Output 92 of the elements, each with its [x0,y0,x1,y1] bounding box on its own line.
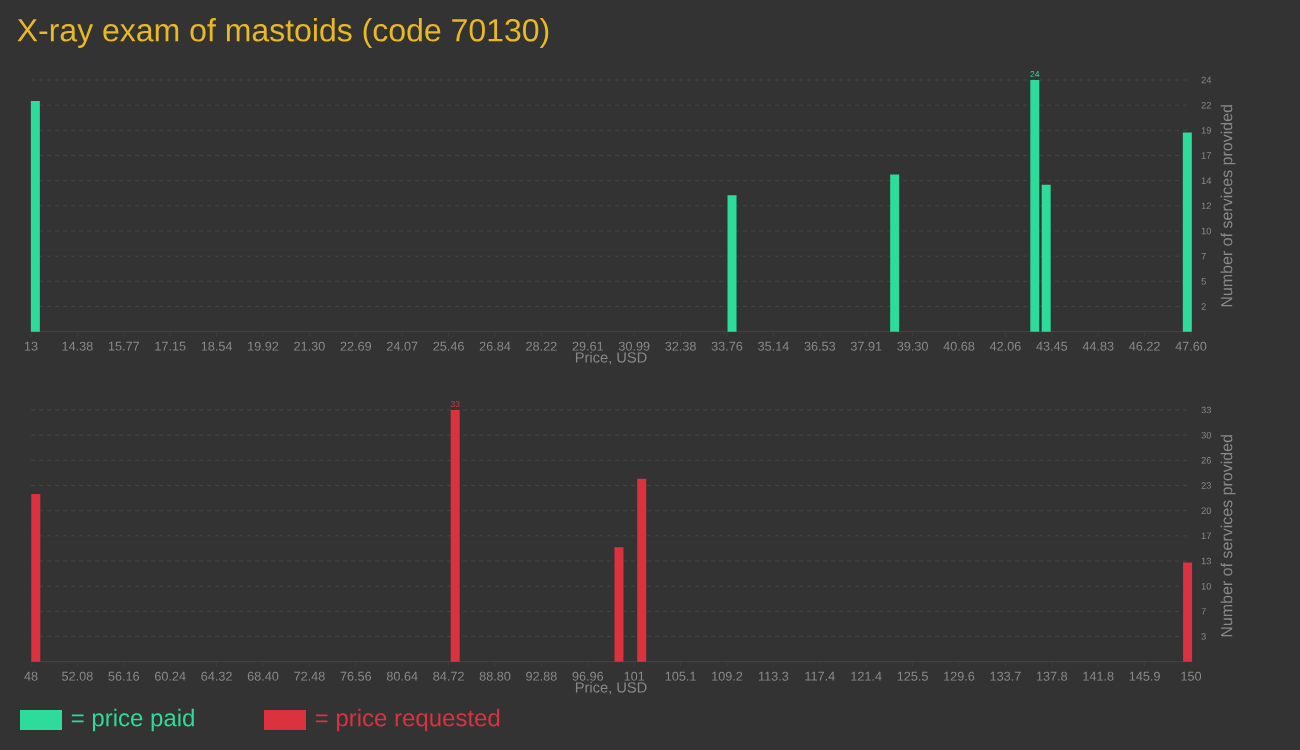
x-tick-label: 105.1 [665,671,696,681]
y-tick-label: 24 [1201,76,1212,84]
x-tick-label: 32.38 [665,341,696,351]
y-tick-label: 12 [1201,202,1211,210]
data-label: 33 [450,400,460,408]
bar [890,174,900,332]
x-tick-label: 22.69 [340,341,372,351]
y-tick-label: 26 [1201,457,1212,464]
x-tick-label: 44.83 [1082,341,1114,351]
x-tick-label: 117.4 [805,671,835,681]
x-tick-label: 72.48 [294,671,325,681]
y-tick-label: 19 [1201,127,1211,134]
data-label: 24 [1030,71,1040,78]
y-tick-label: 17 [1201,532,1211,540]
y-tick-label: 13 [1201,557,1212,565]
x-tick-label: 17.15 [155,341,186,351]
x-tick-label: 26.84 [479,341,511,351]
y-tick-label: 2 [1201,303,1206,310]
y-tick-label: 23 [1201,482,1212,489]
x-tick-label: 133.7 [990,671,1021,681]
x-tick-label: 64.32 [201,671,232,681]
y-tick-label: 3 [1201,633,1206,640]
bar [637,478,647,662]
legend-label: = price paid [71,708,194,732]
x-tick-label: 121.4 [851,671,882,681]
bar [31,493,41,662]
x-tick-label: 36.53 [804,341,836,351]
x-tick-label: 68.40 [247,671,279,681]
x-tick-label: 35.14 [758,341,789,351]
x-axis-title: Price, USD [575,681,647,695]
x-tick-label: 88.80 [479,671,511,681]
y-tick-label: 30 [1201,431,1212,439]
y-axis-title: Number of services provided [1220,435,1236,637]
x-tick-label: 113.3 [758,671,789,681]
bar [727,195,737,332]
x-tick-label: 125.5 [897,671,928,681]
y-tick-label: 7 [1201,252,1206,260]
bar [1041,184,1051,332]
y-tick-label: 17 [1201,152,1211,159]
y-tick-label: 14 [1201,177,1212,184]
x-tick-label: 25.46 [433,341,464,351]
x-tick-label: 56.16 [108,671,140,681]
y-tick-label: 10 [1201,582,1212,590]
x-tick-label: 109.2 [712,671,743,681]
x-tick-label: 80.64 [386,671,418,681]
x-tick-label: 92.88 [526,671,557,681]
x-tick-label: 13 [24,341,38,351]
x-tick-label: 76.56 [340,671,372,681]
legend-label: = price requested [315,708,500,732]
y-axis-title: Number of services provided [1220,105,1236,307]
bar [30,100,40,332]
x-tick-label: 19.92 [248,341,279,351]
bar [450,410,460,662]
y-tick-label: 22 [1201,101,1211,109]
x-tick-label: 37.91 [850,341,882,351]
bar [1182,132,1192,332]
x-tick-label: 39.30 [897,341,928,351]
x-tick-label: 48 [24,671,38,681]
y-tick-label: 5 [1201,278,1206,285]
x-tick-label: 141.8 [1083,671,1114,681]
x-tick-label: 60.24 [155,671,186,681]
x-tick-label: 129.6 [944,671,975,681]
x-tick-label: 43.45 [1036,341,1068,351]
x-tick-label: 137.8 [1036,671,1068,681]
y-tick-label: 33 [1201,406,1212,414]
x-tick-label: 33.76 [711,341,743,351]
x-tick-label: 30.99 [618,341,650,351]
x-tick-label: 96.96 [572,671,604,681]
x-tick-label: 14.38 [62,341,93,351]
bar [614,547,624,662]
x-tick-label: 15.77 [108,341,140,351]
x-tick-label: 29.61 [572,341,604,351]
x-tick-label: 145.9 [1129,671,1160,681]
y-tick-label: 10 [1201,227,1212,235]
x-tick-label: 47.60 [1175,341,1207,351]
bar [1030,79,1040,332]
x-tick-label: 40.68 [943,341,975,351]
x-tick-label: 150 [1181,671,1202,681]
x-tick-label: 101 [624,671,645,681]
x-axis-title: Price, USD [575,351,647,365]
x-tick-label: 21.30 [294,341,325,351]
x-tick-label: 28.22 [526,341,557,351]
x-tick-label: 52.08 [62,671,93,681]
x-tick-label: 42.06 [989,341,1021,351]
x-tick-label: 24.07 [386,341,418,351]
x-tick-label: 84.72 [433,671,464,681]
y-tick-label: 20 [1201,507,1212,514]
x-tick-label: 18.54 [201,341,233,351]
chart-title: X-ray exam of mastoids (code 70130) [17,18,549,48]
x-tick-label: 46.22 [1129,341,1160,351]
bar [1183,562,1193,662]
y-tick-label: 7 [1201,608,1206,615]
